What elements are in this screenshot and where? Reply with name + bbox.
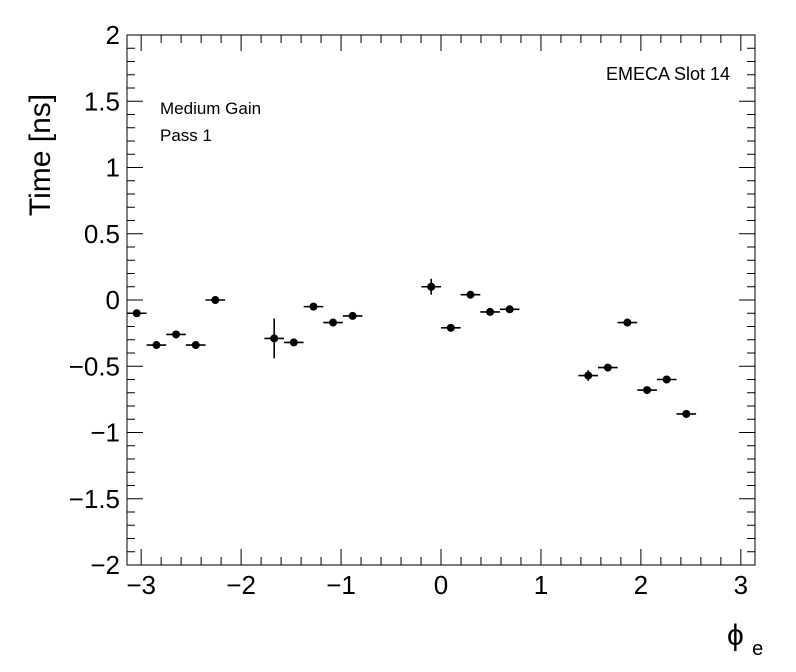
y-tick-labels: 2 1.5 1 0.5 0 −0.5 −1 −1.5 −2	[69, 20, 120, 580]
x-tick-labels: −3 −2 −1 0 1 2 3	[126, 570, 748, 600]
point-marker	[289, 338, 298, 347]
data-point	[126, 309, 147, 318]
point-marker	[603, 363, 612, 372]
annotation-gain: Medium Gain	[160, 99, 261, 118]
data-point	[617, 318, 638, 327]
y-tick-label: −1	[90, 418, 120, 448]
data-point	[598, 363, 618, 372]
data-point	[283, 338, 304, 347]
x-tick-label: −3	[126, 570, 156, 600]
x-tick-label: 3	[734, 570, 748, 600]
data-point	[460, 290, 481, 299]
data-point	[676, 409, 697, 418]
y-tick-label: −2	[90, 550, 120, 580]
x-axis-title-symbol: ϕ	[727, 619, 744, 652]
x-tick-label: −1	[326, 570, 356, 600]
point-marker	[172, 330, 181, 339]
data-point	[146, 341, 167, 350]
annotation-slot: EMECA Slot 14	[606, 64, 730, 84]
data-point	[264, 318, 284, 359]
annotation-pass: Pass 1	[160, 126, 212, 145]
point-marker	[211, 296, 220, 304]
x-tick-label: 0	[434, 570, 448, 600]
point-marker	[132, 309, 141, 318]
data-point	[480, 307, 500, 316]
y-tick-label: 1.5	[84, 86, 120, 116]
data-point	[323, 318, 343, 327]
point-marker	[427, 282, 436, 291]
x-axis-title-subscript: e	[752, 638, 763, 660]
point-marker	[191, 341, 200, 350]
x-tick-label: 1	[534, 570, 548, 600]
x-tick-label: −2	[226, 570, 256, 600]
y-tick-label: −1.5	[69, 484, 120, 514]
point-marker	[486, 307, 495, 316]
y-tick-label: −0.5	[69, 351, 120, 381]
data-point	[440, 323, 461, 332]
data-point	[342, 311, 363, 320]
y-axis-title: Time [ns]	[24, 94, 57, 216]
point-marker	[152, 341, 161, 350]
point-marker	[584, 371, 593, 380]
y-tick-label: 0.5	[84, 219, 120, 249]
point-marker	[446, 323, 455, 332]
y-tick-label: 1	[106, 153, 120, 183]
data-point	[166, 330, 186, 339]
data-point	[303, 302, 324, 311]
point-marker	[643, 386, 652, 395]
point-marker	[662, 375, 671, 384]
x-axis-title: ϕ e	[727, 619, 763, 660]
point-marker	[270, 334, 279, 343]
point-marker	[466, 290, 475, 299]
data-point	[205, 296, 226, 304]
data-point	[637, 386, 657, 395]
axis-ticks	[127, 34, 755, 566]
point-marker	[348, 311, 357, 320]
y-tick-label: 2	[106, 20, 120, 50]
data-point	[185, 341, 206, 350]
data-point	[421, 278, 442, 295]
x-tick-label: 2	[634, 570, 648, 600]
data-point	[578, 370, 599, 381]
point-marker	[309, 302, 318, 311]
point-marker	[329, 318, 338, 327]
data-point	[656, 375, 677, 384]
point-marker	[682, 409, 691, 418]
data-points	[126, 278, 697, 418]
point-marker	[505, 305, 514, 314]
y-tick-label: 0	[106, 285, 120, 315]
data-point	[499, 305, 520, 314]
point-marker	[623, 318, 632, 327]
